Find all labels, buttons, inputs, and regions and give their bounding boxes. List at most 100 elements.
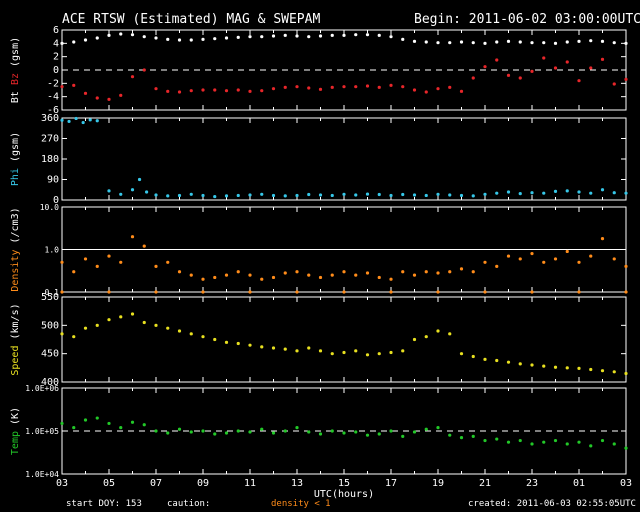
data-point-temp-0 — [330, 429, 334, 433]
data-point-bz-bt-1 — [342, 85, 346, 89]
y-axis-label-part: (/cm3) — [10, 207, 21, 249]
x-tick-label: 23 — [526, 478, 538, 489]
data-point-bz-bt-1 — [224, 89, 229, 93]
data-point-speed-0 — [577, 366, 581, 370]
data-point-speed-0 — [354, 349, 358, 353]
data-point-speed-0 — [600, 369, 605, 373]
y-tick-label-phi: 270 — [41, 134, 59, 145]
data-point-density-0 — [130, 235, 135, 239]
data-point-bz-bt-0 — [624, 41, 628, 45]
data-point-bz-bt-1 — [107, 97, 111, 101]
data-point-speed-0 — [271, 346, 276, 350]
x-tick-label: 01 — [573, 478, 585, 489]
y-tick-label-bz-bt: 0 — [53, 65, 59, 76]
data-point-bz-bt-1 — [565, 60, 569, 64]
data-point-phi-0 — [248, 193, 252, 197]
data-point-density-0 — [542, 260, 546, 264]
data-point-phi-0 — [600, 188, 605, 192]
data-point-phi-0 — [530, 191, 534, 195]
data-point-speed-0 — [95, 323, 99, 327]
data-point-density-0 — [389, 277, 393, 281]
x-tick-label: 15 — [338, 478, 350, 489]
data-point-phi-0 — [283, 194, 287, 198]
data-point-density-0 — [236, 270, 240, 274]
data-point-temp-0 — [271, 431, 276, 435]
data-point-density-1 — [577, 290, 581, 294]
data-point-density-0 — [95, 264, 99, 269]
data-point-phi-0 — [107, 189, 111, 193]
data-point-bz-bt-1 — [612, 82, 616, 86]
data-point-bz-bt-0 — [177, 38, 182, 42]
data-point-bz-bt-1 — [189, 89, 193, 93]
data-point-phi-0 — [189, 192, 193, 196]
data-point-density-0 — [318, 275, 323, 280]
data-point-temp-0 — [72, 425, 76, 430]
data-point-density-0 — [354, 273, 358, 277]
data-point-bz-bt-1 — [271, 87, 276, 91]
data-point-bz-bt-0 — [342, 33, 346, 37]
data-point-bz-bt-0 — [459, 40, 464, 44]
data-point-phi-0 — [542, 191, 546, 195]
data-point-density-0 — [412, 273, 417, 277]
data-point-density-1 — [389, 290, 393, 294]
caution-label: caution: — [167, 499, 211, 509]
data-point-speed-0 — [60, 332, 64, 336]
data-point-density-0 — [189, 273, 193, 277]
y-axis-label-part: (K) — [10, 407, 21, 431]
data-point-temp-0 — [448, 433, 452, 437]
data-point-bz-bt-0 — [283, 33, 287, 37]
data-point-bz-bt-1 — [459, 89, 464, 93]
data-point-temp-0 — [553, 438, 558, 443]
data-point-bz-bt-1 — [354, 85, 358, 89]
data-point-bz-bt-0 — [389, 35, 393, 39]
data-point-bz-bt-0 — [436, 41, 440, 45]
data-point-temp-0 — [518, 438, 522, 443]
data-point-speed-0 — [518, 362, 522, 366]
data-point-density-1 — [483, 290, 487, 294]
data-point-phi-0 — [236, 193, 240, 198]
data-point-temp-0 — [213, 432, 217, 436]
data-point-speed-0 — [283, 347, 287, 351]
data-point-phi-0 — [295, 193, 299, 198]
y-axis-label-part: Bt — [10, 91, 21, 103]
data-point-bz-bt-0 — [72, 40, 76, 44]
begin-time: Begin: 2011-06-02 03:00:00UTC — [414, 12, 640, 27]
data-point-temp-0 — [107, 421, 111, 426]
data-point-density-1 — [530, 290, 534, 294]
data-point-phi-0 — [271, 193, 276, 198]
data-point-density-0 — [60, 260, 64, 264]
data-point-bz-bt-1 — [201, 88, 205, 92]
caution-note: density < 1 — [271, 499, 331, 509]
data-point-temp-0 — [318, 432, 323, 436]
data-point-bz-bt-0 — [542, 41, 546, 45]
y-tick-label-bz-bt: -2 — [47, 78, 59, 89]
data-point-temp-0 — [95, 416, 99, 420]
data-point-phi-0 — [60, 118, 64, 122]
data-point-phi-0 — [471, 194, 475, 198]
y-axis-label-part: Density — [10, 250, 21, 292]
data-point-speed-0 — [589, 367, 593, 372]
data-point-density-0 — [72, 270, 76, 274]
data-point-bz-bt-1 — [412, 88, 417, 92]
data-point-speed-0 — [389, 350, 393, 355]
data-point-phi-0 — [354, 193, 358, 197]
data-point-density-0 — [424, 270, 428, 274]
data-point-bz-bt-0 — [224, 36, 229, 40]
data-point-temp-0 — [389, 429, 393, 433]
data-point-bz-bt-1 — [365, 84, 370, 88]
data-point-temp-0 — [542, 440, 546, 444]
data-point-density-0 — [518, 257, 522, 261]
x-tick-label: 03 — [620, 478, 632, 489]
data-point-density-0 — [213, 275, 217, 280]
data-point-bz-bt-1 — [60, 85, 64, 89]
data-point-bz-bt-0 — [189, 38, 193, 42]
data-point-density-0 — [142, 244, 146, 248]
x-tick-label: 05 — [103, 478, 115, 489]
data-point-density-0 — [600, 237, 605, 241]
data-point-density-1 — [624, 290, 628, 294]
data-point-phi-0 — [145, 190, 149, 194]
data-point-phi-0 — [365, 192, 370, 196]
data-point-temp-0 — [506, 440, 511, 444]
data-point-speed-0 — [542, 364, 546, 368]
data-point-phi-0 — [518, 192, 522, 196]
